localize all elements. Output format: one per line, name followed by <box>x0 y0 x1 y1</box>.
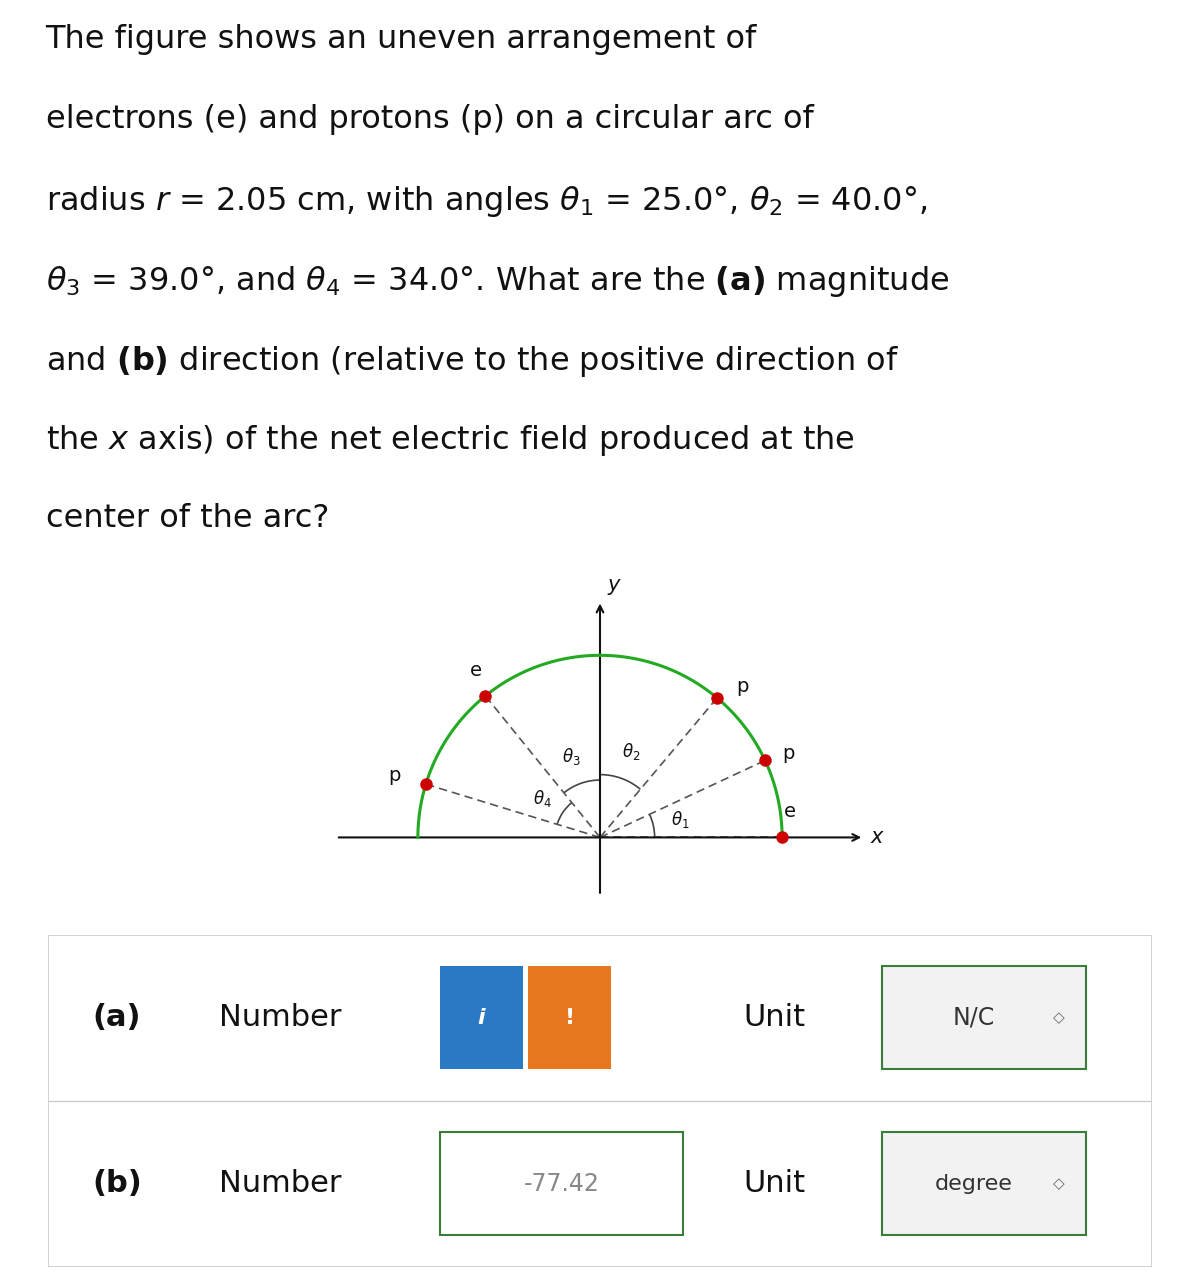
Text: The figure shows an uneven arrangement of: The figure shows an uneven arrangement o… <box>46 24 757 55</box>
FancyBboxPatch shape <box>882 967 1086 1069</box>
Text: Number: Number <box>220 1003 342 1033</box>
Text: $\theta_1$: $\theta_1$ <box>671 809 689 831</box>
FancyBboxPatch shape <box>48 935 1152 1267</box>
Text: e: e <box>784 802 796 822</box>
Text: $\theta_4$: $\theta_4$ <box>533 788 552 809</box>
Text: ◇: ◇ <box>1054 1177 1066 1191</box>
Bar <box>523 967 528 1069</box>
Bar <box>440 967 523 1069</box>
Text: Unit: Unit <box>744 1169 805 1199</box>
Text: N/C: N/C <box>953 1006 995 1030</box>
Text: $\theta_2$: $\theta_2$ <box>622 741 641 763</box>
FancyBboxPatch shape <box>882 1133 1086 1235</box>
Text: -77.42: -77.42 <box>523 1172 599 1196</box>
FancyBboxPatch shape <box>440 1133 683 1235</box>
Text: radius $r$ = 2.05 cm, with angles $\theta_1$ = 25.0°, $\theta_2$ = 40.0°,: radius $r$ = 2.05 cm, with angles $\thet… <box>46 184 926 219</box>
Text: Unit: Unit <box>744 1003 805 1033</box>
Text: p: p <box>737 678 749 697</box>
Text: and $\mathbf{(b)}$ direction (relative to the positive direction of: and $\mathbf{(b)}$ direction (relative t… <box>46 343 899 378</box>
Text: e: e <box>470 661 482 680</box>
Bar <box>528 967 611 1069</box>
Text: $y$: $y$ <box>607 577 623 597</box>
Text: p: p <box>782 743 794 763</box>
Text: the $x$ axis) of the net electric field produced at the: the $x$ axis) of the net electric field … <box>46 423 854 459</box>
Text: !: ! <box>564 1008 575 1028</box>
Text: $\theta_3$ = 39.0°, and $\theta_4$ = 34.0°. What are the $\mathbf{(a)}$ magnitud: $\theta_3$ = 39.0°, and $\theta_4$ = 34.… <box>46 264 949 298</box>
Text: Number: Number <box>220 1169 342 1199</box>
Text: electrons (e) and protons (p) on a circular arc of: electrons (e) and protons (p) on a circu… <box>46 104 814 135</box>
Text: p: p <box>389 765 401 784</box>
Text: center of the arc?: center of the arc? <box>46 503 329 535</box>
Text: $\theta_3$: $\theta_3$ <box>562 746 581 766</box>
Text: (b): (b) <box>92 1169 142 1199</box>
Text: i: i <box>478 1008 485 1028</box>
Text: degree: degree <box>935 1174 1013 1193</box>
Text: ◇: ◇ <box>1054 1011 1066 1025</box>
Text: (a): (a) <box>92 1003 140 1033</box>
Text: $x$: $x$ <box>870 827 884 847</box>
